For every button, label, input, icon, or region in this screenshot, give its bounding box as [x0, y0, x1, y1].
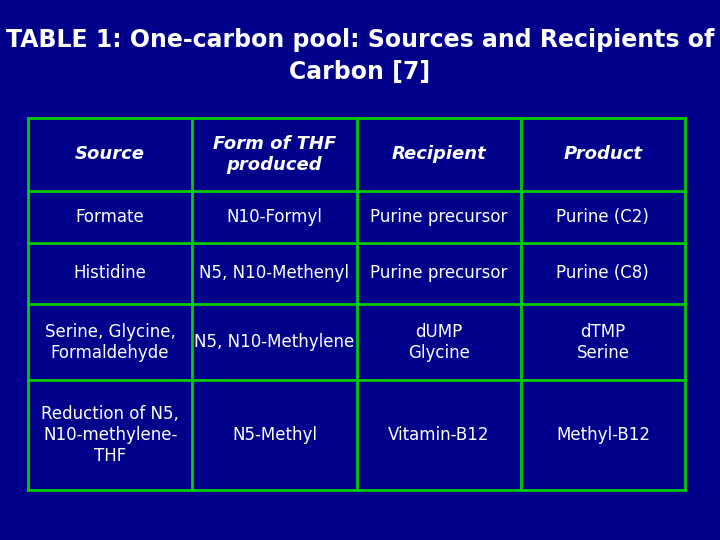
Text: Serine, Glycine,
Formaldehyde: Serine, Glycine, Formaldehyde: [45, 323, 176, 362]
Text: Purine precursor: Purine precursor: [370, 207, 508, 226]
Text: Methyl-B12: Methyl-B12: [556, 426, 650, 444]
Text: Formate: Formate: [76, 207, 145, 226]
Text: dUMP
Glycine: dUMP Glycine: [408, 323, 469, 362]
Text: TABLE 1: One-carbon pool: Sources and Recipients of: TABLE 1: One-carbon pool: Sources and Re…: [6, 28, 714, 52]
Text: N5-Methyl: N5-Methyl: [232, 426, 317, 444]
Text: Vitamin-B12: Vitamin-B12: [388, 426, 490, 444]
Bar: [28, 118, 685, 490]
Text: dTMP
Serine: dTMP Serine: [577, 323, 629, 362]
Text: Histidine: Histidine: [73, 264, 147, 282]
Text: N10-Formyl: N10-Formyl: [226, 207, 323, 226]
Text: Purine (C8): Purine (C8): [557, 264, 649, 282]
Text: Carbon [7]: Carbon [7]: [289, 60, 431, 84]
Text: N5, N10-Methylene: N5, N10-Methylene: [194, 333, 354, 351]
Text: N5, N10-Methenyl: N5, N10-Methenyl: [199, 264, 349, 282]
Text: Recipient: Recipient: [391, 145, 486, 163]
Text: Source: Source: [75, 145, 145, 163]
Text: Form of THF
produced: Form of THF produced: [212, 135, 336, 174]
Text: Purine precursor: Purine precursor: [370, 264, 508, 282]
Text: Reduction of N5,
N10-methylene-
THF: Reduction of N5, N10-methylene- THF: [41, 406, 179, 465]
Text: Product: Product: [563, 145, 642, 163]
Text: Purine (C2): Purine (C2): [557, 207, 649, 226]
